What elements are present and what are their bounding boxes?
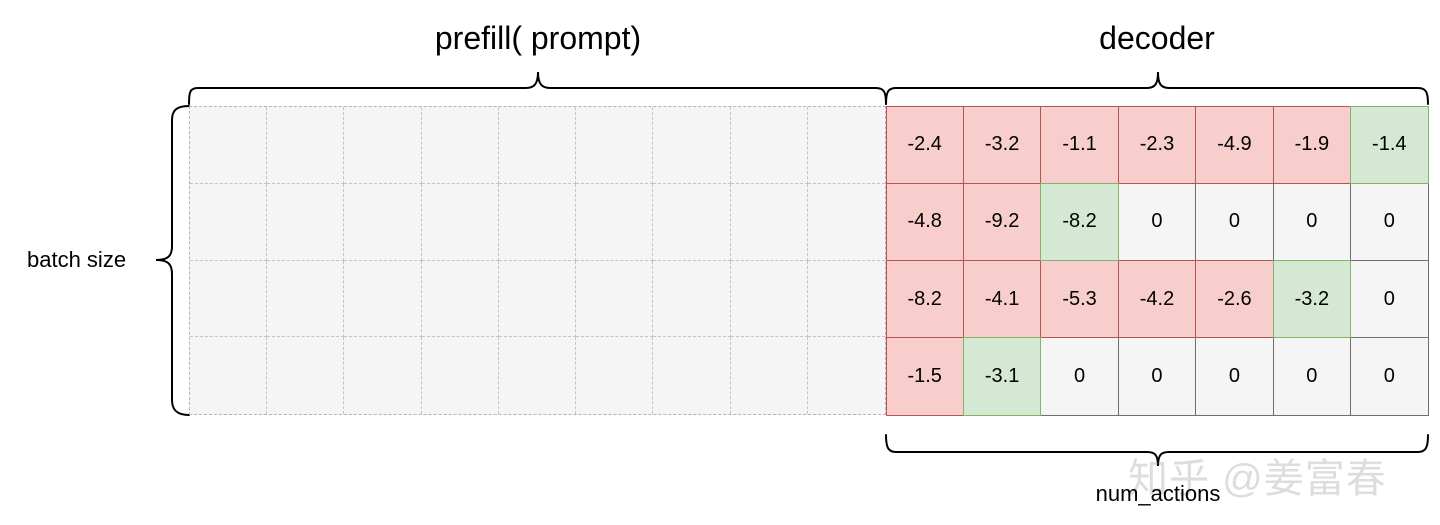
prefill-cell: [499, 337, 577, 414]
decoder-cell: 0: [1040, 337, 1119, 416]
decoder-cell: -3.2: [962, 105, 1042, 184]
batch-size-label: batch size: [27, 247, 127, 272]
prefill-cell: [421, 260, 499, 338]
prefill-cell: [344, 260, 422, 338]
decoder-cell: -3.1: [962, 337, 1042, 416]
decoder-cell: -3.2: [1272, 260, 1352, 339]
prefill-cell: [344, 183, 422, 261]
prefill-cell: [576, 337, 654, 414]
prefill-cell: [267, 183, 345, 261]
decoder-cell: -2.3: [1117, 105, 1197, 184]
decoder-cell: -2.6: [1195, 260, 1274, 339]
decoder-cell: -1.4: [1350, 105, 1429, 184]
prefill-cell: [421, 107, 499, 184]
watermark: 知乎 @姜富春: [1128, 457, 1387, 501]
num-actions-label: num_actions: [1095, 481, 1221, 506]
decoder-cell: -1.1: [1040, 105, 1119, 184]
decoder-cell: -2.4: [885, 105, 964, 184]
prefill-cell: [422, 337, 499, 414]
prefill-cell: [344, 107, 422, 184]
decoder-cell: -1.5: [885, 337, 964, 416]
decoder-title: decoder: [1099, 20, 1215, 56]
prefill-cell: [576, 107, 654, 184]
prefill-cell: [498, 183, 577, 261]
prefill-grid: [189, 106, 886, 415]
prefill-cell: [653, 260, 731, 338]
prefill-cell: [730, 107, 808, 184]
prefill-cell: [344, 337, 422, 414]
decoder-cell: 0: [1350, 182, 1429, 261]
prefill-cell: [653, 107, 731, 184]
decoder-cell: -8.2: [885, 260, 964, 339]
prefill-cell: [498, 107, 577, 184]
prefill-cell: [730, 260, 808, 338]
prefill-cell: [267, 337, 345, 414]
prefill-cell: [267, 107, 345, 184]
prefill-cell: [807, 184, 885, 261]
prefill-cell: [190, 107, 268, 184]
decoder-cell: -4.8: [885, 182, 964, 261]
decoder-cell: 0: [1272, 182, 1352, 261]
decoder-grid: -2.4 -3.2 -1.1 -2.3 -4.9 -1.9 -1.4 -4.8 -9.2 -8.2…: [885, 105, 1429, 416]
prefill-cell: [807, 107, 885, 184]
decoder-cell: -4.1: [962, 260, 1042, 339]
decoder-cell: 0: [1195, 337, 1274, 416]
decoder-cell: -5.3: [1040, 260, 1119, 339]
decoder-cell: -4.9: [1195, 105, 1274, 184]
batch-size-brace: [155, 105, 190, 416]
decoder-cell: 0: [1195, 182, 1274, 261]
prefill-cell: [653, 337, 731, 414]
prefill-cell: [653, 183, 731, 261]
prefill-cell: [576, 260, 654, 338]
decoder-cell: 0: [1350, 260, 1429, 339]
prefill-title: prefill( prompt): [434, 20, 642, 56]
prefill-cell: [190, 260, 268, 338]
prefill-cell: [190, 337, 268, 414]
prefill-cell: [731, 337, 808, 414]
decoder-cell: 0: [1117, 182, 1197, 261]
prefill-cell: [808, 337, 885, 414]
prefill-cell: [807, 261, 885, 338]
decoder-cell: -8.2: [1040, 182, 1119, 261]
prefill-cell: [190, 183, 268, 261]
decoder-cell: -9.2: [962, 182, 1042, 261]
decoder-cell: -4.2: [1117, 260, 1197, 339]
prefill-cell: [576, 183, 654, 261]
decoder-cell: 0: [1272, 337, 1352, 416]
prefill-brace: [188, 71, 887, 105]
decoder-cell: 0: [1350, 337, 1429, 416]
decoder-cell: 0: [1117, 337, 1197, 416]
prefill-cell: [498, 260, 577, 338]
decoder-cell: -1.9: [1272, 105, 1352, 184]
prefill-cell: [730, 183, 808, 261]
decoder-brace: [885, 71, 1429, 105]
prefill-cell: [267, 260, 345, 338]
prefill-cell: [421, 183, 499, 261]
